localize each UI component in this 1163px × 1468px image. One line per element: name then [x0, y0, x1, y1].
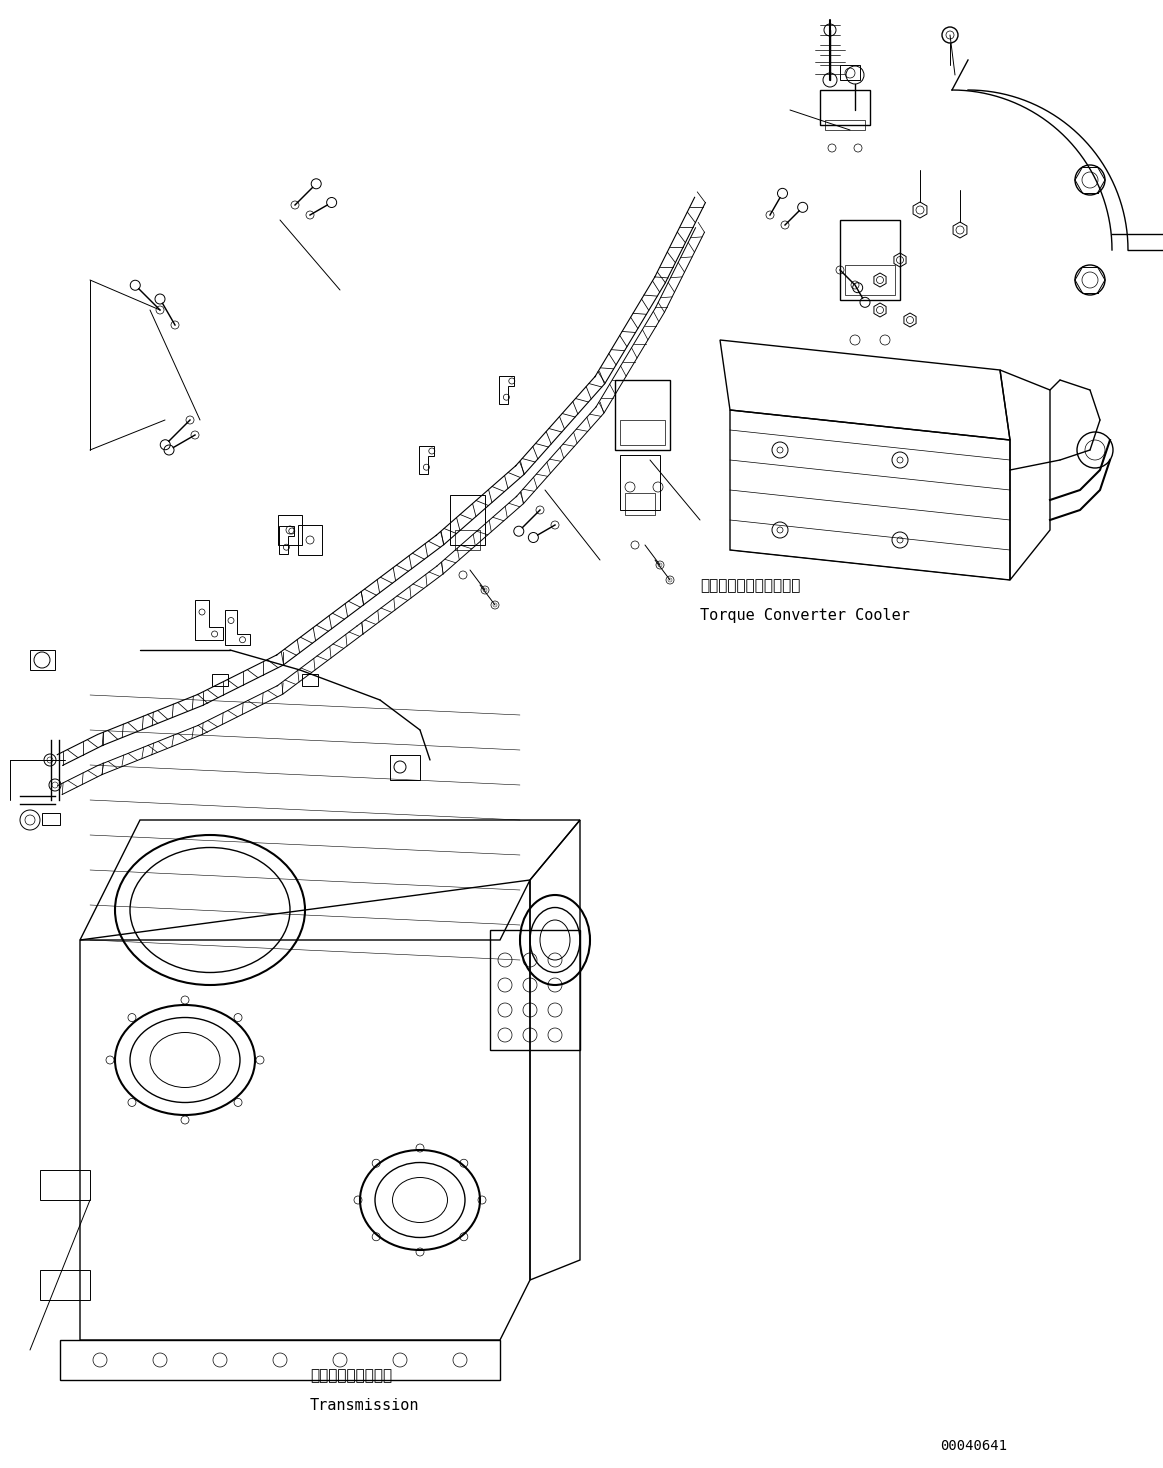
- Bar: [846, 266, 896, 295]
- Bar: [40, 1270, 90, 1301]
- Text: 00040641: 00040641: [940, 1439, 1007, 1453]
- Bar: [820, 90, 870, 125]
- Bar: [625, 493, 655, 515]
- Text: トルクコンバータクーラ: トルクコンバータクーラ: [700, 578, 800, 593]
- Bar: [42, 813, 60, 825]
- Bar: [620, 420, 665, 445]
- Bar: [212, 674, 228, 686]
- Bar: [390, 755, 420, 780]
- Bar: [455, 530, 480, 550]
- Bar: [490, 931, 580, 1050]
- Text: Torque Converter Cooler: Torque Converter Cooler: [700, 608, 909, 622]
- Text: Transmission: Transmission: [311, 1398, 420, 1414]
- Bar: [278, 515, 302, 545]
- Bar: [60, 1340, 500, 1380]
- Bar: [450, 495, 485, 545]
- Bar: [30, 650, 55, 669]
- Text: トランスミッション: トランスミッション: [311, 1368, 392, 1383]
- Bar: [40, 1170, 90, 1199]
- Bar: [840, 65, 859, 79]
- Bar: [620, 455, 659, 509]
- Bar: [840, 220, 900, 299]
- Bar: [302, 674, 317, 686]
- Bar: [298, 526, 322, 555]
- Bar: [615, 380, 670, 451]
- Bar: [825, 120, 865, 131]
